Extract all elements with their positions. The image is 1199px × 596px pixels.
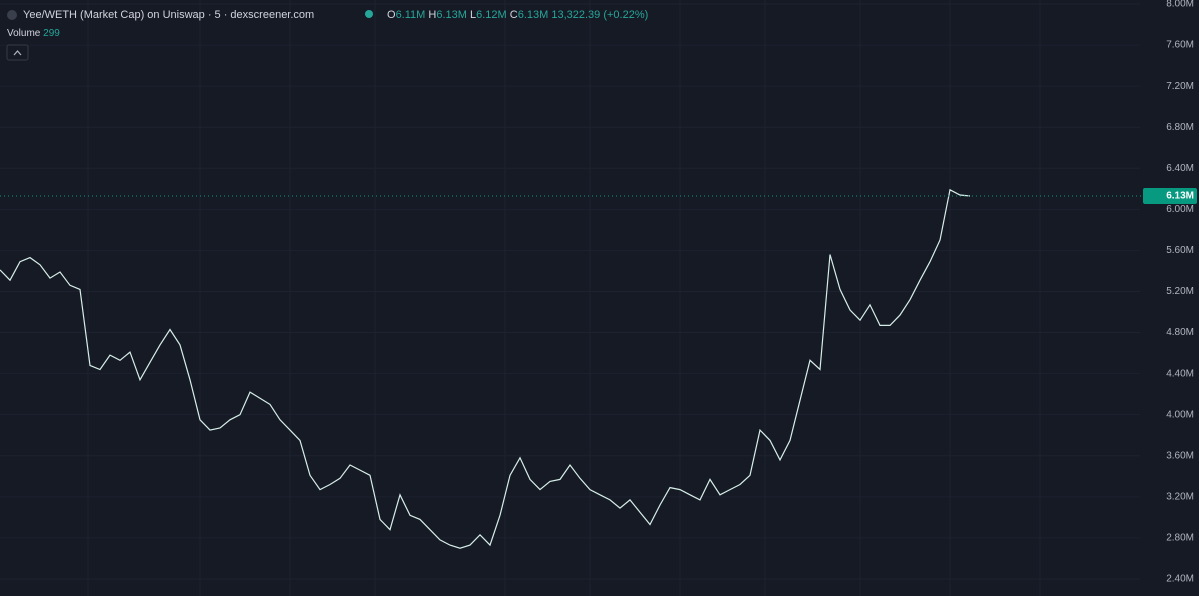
price-line xyxy=(0,188,971,549)
ohlc-label: L xyxy=(470,9,476,21)
volume-title: Volume xyxy=(7,28,41,39)
last-price-label: 6.13M xyxy=(1166,191,1194,202)
y-tick-label: 7.60M xyxy=(1166,40,1194,51)
chart-title: Yee/WETH (Market Cap) on Uniswap · 5 · d… xyxy=(23,9,314,21)
ohlc-legend: O6.11M H6.13M L6.12M C6.13M 13,322.39 (+… xyxy=(387,9,648,21)
y-tick-label: 5.20M xyxy=(1166,286,1194,297)
ohlc-label: H xyxy=(428,9,436,21)
volume-value: 299 xyxy=(43,28,60,39)
collapse-icon xyxy=(13,50,22,56)
y-tick-label: 6.80M xyxy=(1166,122,1194,133)
ohlc-label: O xyxy=(387,9,396,21)
change: 13,322.39 (+0.22%) xyxy=(551,9,648,21)
ohlc-value: 6.11M xyxy=(396,9,426,21)
ohlc-value: 6.13M xyxy=(518,9,549,21)
y-tick-label: 4.00M xyxy=(1166,409,1194,420)
y-tick-label: 8.00M xyxy=(1166,0,1194,10)
header: Yee/WETH (Market Cap) on Uniswap · 5 · d… xyxy=(6,9,648,61)
y-tick-label: 3.60M xyxy=(1166,450,1194,461)
y-tick-label: 2.40M xyxy=(1166,574,1194,585)
y-tick-label: 2.80M xyxy=(1166,533,1194,544)
volume-label: Volume 299 xyxy=(7,28,60,39)
y-tick-label: 4.80M xyxy=(1166,327,1194,338)
y-tick-label: 6.00M xyxy=(1166,204,1194,215)
last-price-box xyxy=(1143,187,1197,204)
y-tick-label: 5.60M xyxy=(1166,245,1194,256)
y-tick-label: 7.20M xyxy=(1166,81,1194,92)
y-tick-label: 3.20M xyxy=(1166,491,1194,502)
ohlc-label: C xyxy=(510,9,518,21)
collapse-button[interactable] xyxy=(6,44,29,61)
status-dot xyxy=(365,10,373,18)
ohlc-value: 6.12M xyxy=(476,9,507,21)
ohlc-value: 6.13M xyxy=(436,9,467,21)
token-icon xyxy=(7,10,17,20)
y-tick-label: 6.40M xyxy=(1166,163,1194,174)
plot: 2.40M 2.80M 3.20M 3.60M 4.00M 4.40M 4.80M 5.20M… xyxy=(0,0,1197,585)
y-tick-label: 4.40M xyxy=(1166,368,1194,379)
